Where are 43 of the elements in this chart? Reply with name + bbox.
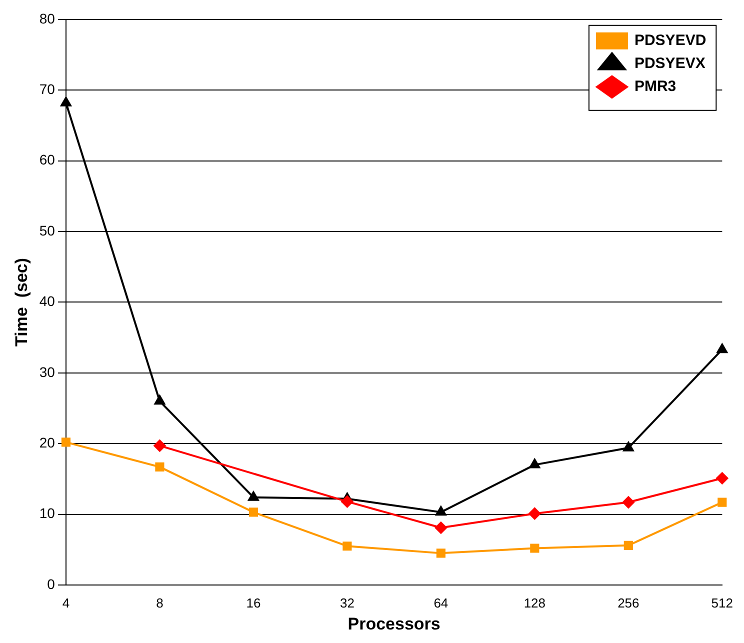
x-axis-title: Processors [348, 614, 440, 634]
point [154, 440, 166, 452]
point [718, 498, 727, 507]
point [341, 496, 354, 508]
y-tick-label: 70 [39, 80, 56, 97]
x-tick-label: 16 [246, 595, 261, 610]
y-tick-label: 80 [39, 10, 56, 26]
point [248, 508, 258, 517]
point [155, 462, 164, 472]
y-tick-label: 0 [47, 576, 56, 592]
point [716, 472, 728, 484]
y-tick-label: 40 [39, 293, 56, 310]
point [248, 491, 259, 501]
x-tick-label: 256 [618, 595, 640, 610]
point [434, 522, 447, 534]
legend-label: PMR3 [634, 78, 676, 96]
point [530, 544, 540, 553]
point [623, 442, 634, 452]
x-tick-label: 32 [340, 595, 354, 610]
x-tick-label: 128 [524, 595, 546, 610]
x-tick-label: 512 [711, 595, 734, 610]
x-tick-label: 4 [62, 595, 70, 610]
point [436, 548, 446, 558]
point [436, 506, 446, 516]
point [528, 508, 541, 520]
y-axis-title: Time (sec) [12, 258, 31, 346]
y-tick-label: 60 [39, 152, 56, 168]
legend-label: PDSYEVX [634, 55, 706, 72]
point [154, 395, 166, 405]
y-tick-label: 50 [39, 222, 56, 238]
y-tick-label: 20 [39, 434, 56, 450]
point [61, 438, 71, 447]
x-tick-label: 8 [156, 595, 164, 610]
y-tick-label: 30 [39, 364, 56, 380]
point [342, 542, 352, 551]
point [716, 344, 728, 354]
y-tick-label: 10 [39, 505, 56, 522]
point [622, 496, 634, 508]
x-tick-label: 64 [434, 595, 448, 610]
point [60, 96, 72, 106]
legend-label: PDSYEVD [634, 32, 706, 50]
point [624, 540, 633, 550]
point [529, 458, 540, 468]
